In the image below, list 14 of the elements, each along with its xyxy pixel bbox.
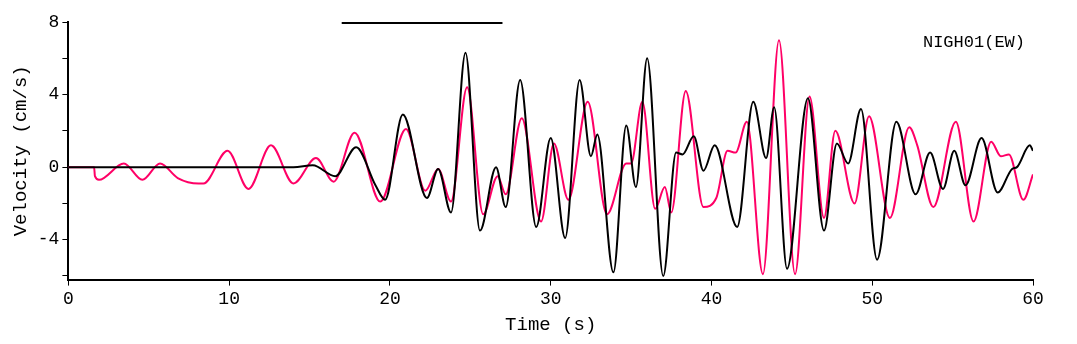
x-tick-label: 20 — [379, 289, 401, 310]
x-axis-title: Time (s) — [505, 313, 597, 336]
annotation: NIGH01(EW) — [922, 33, 1025, 52]
y-tick-label: 4 — [48, 84, 60, 105]
x-tick-label: 40 — [700, 289, 723, 310]
x-tick-label: 30 — [539, 289, 562, 310]
x-tick-label: 50 — [861, 289, 884, 310]
y-axis-title: Velocity (cm/s) — [10, 65, 33, 237]
x-tick-label: 60 — [1022, 289, 1044, 310]
y-tick-label: 8 — [48, 11, 60, 32]
x-tick-label: 0 — [63, 289, 74, 310]
y-tick-label: -4 — [37, 229, 60, 250]
y-tick-label: 0 — [48, 156, 60, 177]
x-tick-label: 10 — [218, 289, 240, 310]
